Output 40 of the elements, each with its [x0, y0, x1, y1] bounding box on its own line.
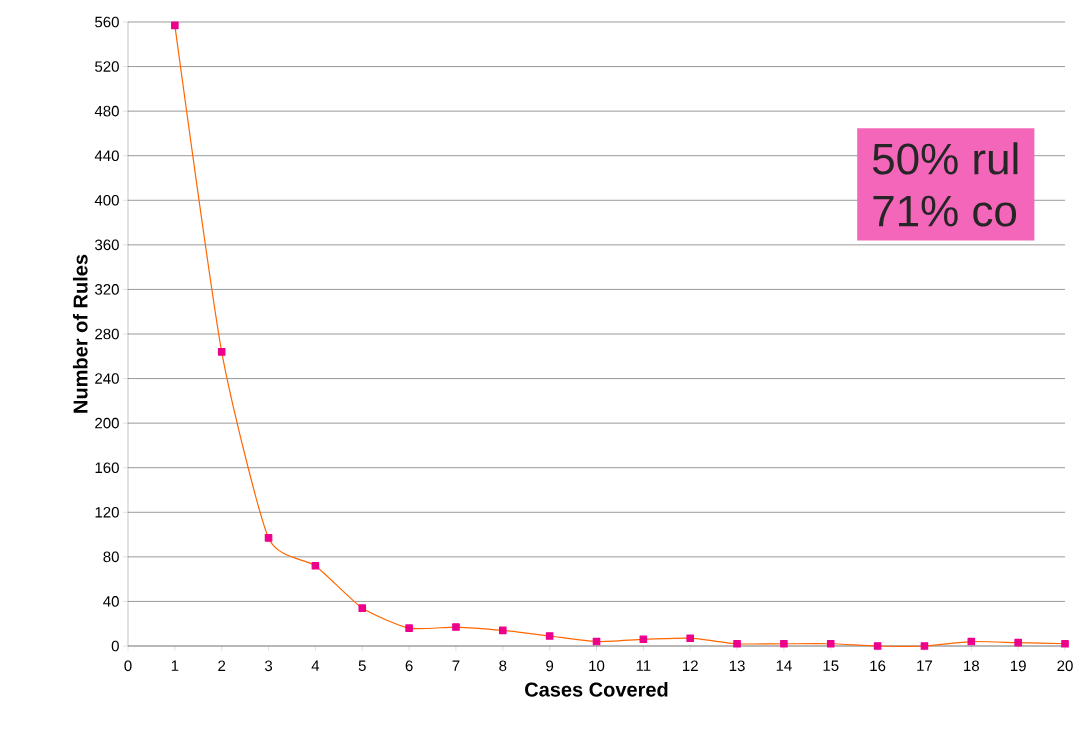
- y-tick-label: 200: [95, 417, 119, 429]
- y-tick-label: 40: [103, 596, 119, 607]
- x-tick-label: 12: [683, 660, 698, 671]
- x-tick-label: 4: [311, 660, 320, 671]
- annotation: 71% co: [873, 195, 1017, 227]
- x-tick-label: 3: [264, 660, 273, 672]
- x-tick-label: 20: [1057, 660, 1073, 672]
- y-tick-label: 280: [95, 328, 119, 340]
- y-tick-label: 520: [95, 61, 119, 72]
- y-tick-label: 400: [94, 194, 119, 206]
- x-tick-label: 19: [1010, 660, 1026, 672]
- x-tick-label: 8: [499, 660, 507, 672]
- x-tick-label: 10: [589, 660, 605, 672]
- x-tick-label: 7: [452, 660, 460, 671]
- x-tick-label: 6: [405, 660, 413, 672]
- x-tick-label: 14: [776, 660, 792, 671]
- y-tick-label: 0: [111, 640, 119, 652]
- x-axis-title: Cases Covered: [525, 681, 668, 697]
- x-tick-label: 9: [546, 660, 554, 672]
- x-tick-label: 15: [823, 660, 839, 671]
- x-tick-label: 16: [870, 660, 886, 672]
- x-tick-label: 17: [917, 660, 933, 671]
- x-tick-label: 1: [171, 660, 179, 671]
- y-tick-label: 320: [95, 284, 119, 295]
- x-tick-label: 13: [729, 660, 745, 672]
- y-tick-label: 560: [95, 16, 119, 28]
- y-tick-label: 120: [95, 506, 119, 518]
- annotation: 50% rul: [872, 142, 1018, 175]
- x-tick-label: 5: [358, 660, 366, 671]
- x-tick-label: 18: [964, 660, 979, 672]
- x-tick-label: 0: [124, 660, 132, 672]
- x-tick-label: 11: [636, 660, 651, 671]
- y-axis-title: Number of Rules: [72, 254, 88, 413]
- y-tick-label: 160: [95, 462, 119, 474]
- y-tick-label: 360: [95, 239, 119, 251]
- x-tick-label: 2: [218, 660, 226, 671]
- y-tick-label: 240: [95, 373, 119, 384]
- y-tick-label: 480: [94, 105, 119, 117]
- y-tick-label: 440: [94, 150, 119, 162]
- y-tick-label: 80: [103, 551, 119, 563]
